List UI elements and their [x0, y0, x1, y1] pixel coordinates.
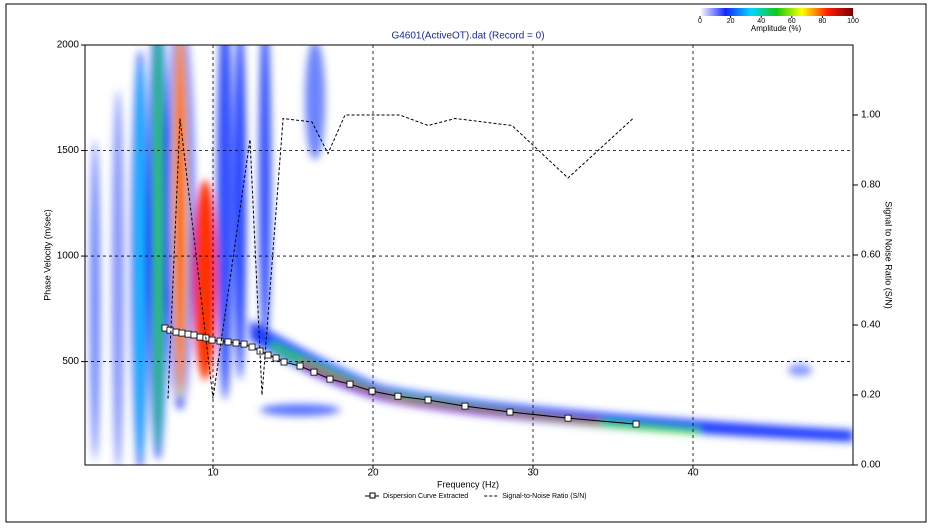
colorbar-label: Amplitude (%)	[751, 24, 802, 33]
legend-item: Signal-to-Noise Ratio (S/N)	[484, 493, 587, 500]
legend-item: Dispersion Curve Extracted	[365, 492, 468, 500]
y-axis-title: Phase Velocity (m/sec)	[42, 209, 52, 301]
data-point	[178, 329, 186, 337]
data-point	[224, 338, 232, 346]
frame	[5, 3, 927, 523]
colorbar-tick-label: 80	[819, 18, 827, 25]
x-axis-title: Frequency (Hz)	[437, 479, 499, 489]
y-tick-label: 1000	[57, 251, 80, 262]
y2-tick-label: 0.60	[861, 250, 881, 261]
data-point	[461, 402, 469, 410]
data-point	[368, 387, 376, 395]
colorbar	[700, 8, 853, 16]
colorbar-tick-label: 60	[788, 18, 796, 25]
y2-tick-label: 0.00	[861, 460, 881, 471]
data-point	[184, 330, 192, 338]
data-point	[172, 328, 180, 336]
data-point	[264, 351, 272, 359]
data-point	[506, 408, 514, 416]
data-point	[310, 368, 318, 376]
chart-title: G4601(ActiveOT).dat (Record = 0)	[391, 31, 544, 42]
data-point	[280, 358, 288, 366]
legend-label: Signal-to-Noise Ratio (S/N)	[502, 493, 586, 500]
x-tick-label: 30	[527, 468, 539, 479]
y-tick-label: 2000	[57, 40, 80, 51]
data-point	[240, 340, 248, 348]
amplitude-image	[90, 45, 853, 465]
y-tick-label: 500	[62, 356, 79, 367]
y2-tick-label: 0.80	[861, 180, 881, 191]
data-point	[208, 336, 216, 344]
data-point	[424, 396, 432, 404]
x-tick-label: 40	[687, 468, 699, 479]
data-point	[190, 331, 198, 339]
data-point	[216, 337, 224, 345]
data-point	[394, 392, 402, 400]
colorbar-tick-label: 100	[847, 18, 859, 25]
y2-tick-label: 1.00	[861, 110, 881, 121]
data-point	[296, 362, 304, 370]
data-point	[346, 380, 354, 388]
x-tick-label: 10	[207, 468, 219, 479]
y2-axis-title: Signal to Noise Ratio (S/N)	[884, 201, 894, 309]
colorbar-tick-label: 40	[757, 18, 765, 25]
colorbar-tick-label: 0	[698, 18, 702, 25]
colorbar-tick-label: 20	[727, 18, 735, 25]
data-point	[196, 333, 204, 341]
data-point	[632, 420, 640, 428]
x-tick-label: 20	[367, 468, 379, 479]
y2-tick-label: 0.20	[861, 390, 881, 401]
series-line	[167, 114, 634, 399]
data-point	[232, 339, 240, 347]
data-point	[248, 343, 256, 351]
data-point	[564, 414, 572, 422]
data-point	[326, 375, 334, 383]
data-point	[166, 326, 174, 334]
y2-tick-label: 0.40	[861, 320, 881, 331]
legend-marker	[369, 492, 376, 499]
y-tick-label: 1500	[57, 145, 80, 156]
data-point	[272, 354, 280, 362]
legend-label: Dispersion Curve Extracted	[383, 493, 468, 500]
